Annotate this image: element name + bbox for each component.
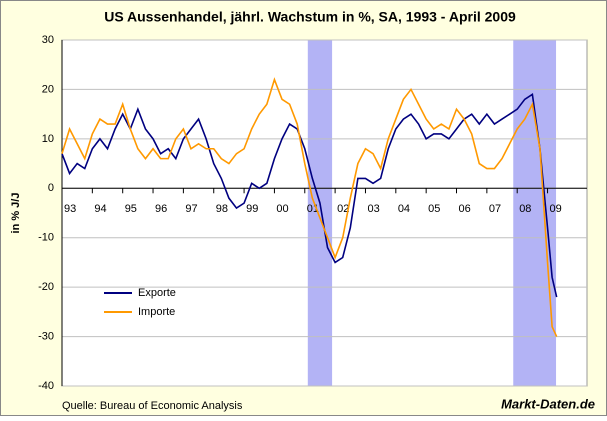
- x-tick-label: 94: [94, 203, 106, 215]
- y-tick-label: -40: [38, 380, 54, 392]
- shaded-range: [307, 40, 333, 386]
- y-tick-label: 10: [42, 133, 54, 145]
- x-tick-label: 96: [155, 203, 167, 215]
- x-tick-label: 03: [367, 203, 379, 215]
- x-tick-label: 02: [337, 203, 349, 215]
- y-tick-label: -30: [38, 330, 54, 342]
- x-tick-label: 07: [489, 203, 501, 215]
- y-tick-label: -20: [38, 281, 54, 293]
- brand: Markt-Daten.de: [501, 396, 595, 411]
- y-axis-label: in % J/J: [10, 193, 22, 234]
- legend-label: Exporte: [138, 287, 176, 299]
- shaded-range: [513, 40, 557, 386]
- x-tick-label: 00: [276, 203, 288, 215]
- x-tick-label: 04: [398, 203, 410, 215]
- y-tick-label: -10: [38, 232, 54, 244]
- x-tick-label: 99: [246, 203, 258, 215]
- y-tick-label: 30: [42, 34, 54, 46]
- legend-label: Importe: [138, 306, 175, 318]
- x-tick-label: 93: [64, 203, 76, 215]
- y-tick-label: 20: [42, 83, 54, 95]
- series-line: [61, 93, 558, 298]
- x-tick-label: 97: [185, 203, 197, 215]
- x-tick-label: 98: [216, 203, 228, 215]
- x-tick-label: 06: [459, 203, 471, 215]
- x-tick-label: 08: [519, 203, 531, 215]
- x-tick-label: 09: [550, 203, 562, 215]
- series-line: [61, 77, 558, 337]
- chart-title: US Aussenhandel, jährl. Wachstum in %, S…: [104, 9, 516, 25]
- y-tick-label: 0: [48, 182, 54, 194]
- x-tick-label: 95: [125, 203, 137, 215]
- x-tick-label: 05: [428, 203, 440, 215]
- source: Quelle: Bureau of Economic Analysis: [62, 400, 243, 412]
